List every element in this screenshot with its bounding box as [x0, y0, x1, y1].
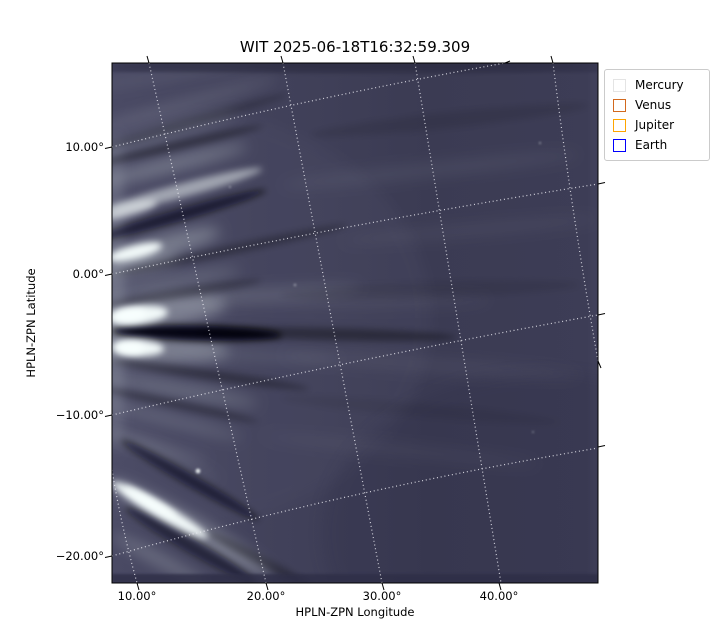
streak — [197, 327, 457, 341]
streak — [310, 103, 590, 137]
x-axis-label: HPLN-ZPN Longitude — [295, 605, 415, 619]
axis-tick — [498, 582, 502, 591]
legend-item-earth: Earth — [613, 135, 705, 155]
streak — [112, 255, 180, 275]
streak — [112, 374, 259, 406]
legend-item-venus: Venus — [613, 95, 705, 115]
plot-title: WIT 2025-06-18T16:32:59.309 — [239, 38, 471, 56]
y-tick-label: 0.00° — [72, 266, 104, 281]
mercury-marker-icon — [613, 78, 626, 92]
legend-label: Mercury — [635, 78, 684, 92]
axis-tick — [597, 182, 606, 185]
y-tick-label: 10.00° — [65, 139, 104, 154]
graticule-line — [112, 183, 598, 275]
streak — [114, 308, 146, 322]
axis-tick — [146, 55, 150, 64]
axis-tick — [280, 55, 284, 64]
streak — [112, 429, 220, 481]
streak — [112, 224, 348, 276]
streak — [112, 387, 259, 423]
streak — [112, 94, 289, 150]
streak — [280, 152, 580, 188]
streak — [112, 125, 263, 165]
jupiter-marker-icon — [613, 118, 626, 132]
graticule-line — [112, 63, 506, 148]
star-dot — [532, 431, 534, 433]
stars — [195, 141, 542, 474]
axis-tick — [412, 55, 416, 64]
streak — [112, 533, 209, 583]
axes-spines — [111, 62, 599, 584]
y-tick-label: −20.00° — [55, 548, 104, 563]
legend-label: Jupiter — [635, 118, 675, 132]
graticule-line — [414, 63, 502, 583]
star-dot — [195, 468, 201, 474]
streak — [280, 352, 580, 378]
streak — [124, 507, 256, 583]
corner-shadow — [322, 373, 598, 583]
x-tick-label: 20.00° — [246, 589, 286, 603]
earth-marker-icon — [613, 138, 626, 152]
bottom-dark-band — [112, 574, 598, 583]
streak — [112, 360, 310, 390]
streak — [112, 268, 241, 296]
streak — [340, 217, 598, 243]
graticule-line — [552, 63, 598, 362]
streak — [112, 200, 157, 220]
axis-tick — [104, 414, 113, 417]
graticule — [112, 63, 598, 583]
axis-tick — [104, 555, 113, 558]
streak — [260, 434, 540, 466]
streak — [112, 189, 267, 241]
streak — [116, 341, 144, 355]
streak — [120, 439, 260, 521]
x-tick-label: 10.00° — [117, 589, 157, 603]
axis-tick — [597, 313, 606, 316]
venus-marker-icon — [613, 98, 626, 112]
bright-streaks-core — [112, 167, 263, 539]
graticule-line — [112, 314, 598, 416]
star-dot — [293, 283, 297, 287]
graticule-line — [112, 447, 598, 557]
x-tick-label: 40.00° — [479, 589, 519, 603]
right-edge-strip — [591, 63, 598, 583]
axis-tick — [550, 55, 554, 64]
legend-label: Venus — [635, 98, 672, 112]
star-dot — [229, 186, 231, 188]
legend-items: Mercury Venus Jupiter Earth — [613, 75, 705, 155]
star-dot — [538, 141, 542, 145]
axis-tick — [265, 582, 269, 591]
axis-tick — [381, 582, 385, 591]
axis-tick — [136, 582, 140, 591]
streak — [112, 242, 163, 262]
streak — [112, 279, 262, 307]
streak — [123, 486, 177, 518]
sky-image — [112, 63, 598, 583]
streak — [112, 77, 279, 133]
axis-ticks — [104, 55, 606, 591]
x-tick-label: 30.00° — [362, 589, 402, 603]
y-axis-label: HPLN-ZPN Latitude — [24, 268, 38, 378]
graticule-line — [112, 469, 138, 583]
legend-item-mercury: Mercury — [613, 75, 705, 95]
streak — [112, 401, 243, 439]
streak — [140, 347, 340, 363]
legend-label: Earth — [635, 138, 668, 152]
top-dark-band — [112, 63, 598, 72]
y-tick-label: −10.00° — [55, 407, 104, 422]
streak — [280, 395, 560, 425]
legend-item-jupiter: Jupiter — [613, 115, 705, 135]
graticule-line — [148, 63, 267, 583]
axis-tick — [104, 273, 113, 276]
legend: Mercury Venus Jupiter Earth — [604, 69, 710, 161]
axis-tick — [597, 445, 606, 448]
axis-tick — [104, 146, 113, 149]
streak — [112, 144, 248, 186]
streak — [280, 280, 580, 300]
sky-image-plot — [104, 55, 606, 591]
